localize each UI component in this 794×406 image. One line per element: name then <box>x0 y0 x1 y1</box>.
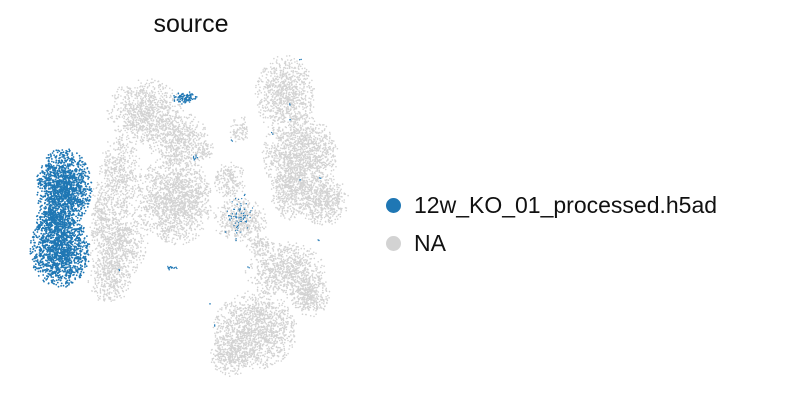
cell-points <box>245 235 274 256</box>
cell-points <box>294 175 349 226</box>
legend-marker-sample <box>386 197 401 213</box>
cell-points <box>213 197 268 242</box>
cell-points <box>254 55 316 135</box>
legend-marker-na <box>386 235 401 251</box>
cell-points <box>289 273 331 318</box>
cell-points <box>87 255 132 302</box>
cell-points <box>173 91 198 105</box>
cell-points <box>195 142 214 160</box>
cell-points <box>149 109 209 170</box>
cell-points <box>244 241 326 299</box>
cell-points <box>210 332 249 377</box>
cell-points <box>317 239 320 242</box>
cell-points <box>247 266 250 269</box>
cell-points <box>229 116 249 143</box>
cell-points <box>91 181 110 239</box>
na-cells <box>87 55 349 377</box>
cell-points <box>35 206 65 234</box>
legend-label-na: NA <box>414 229 446 256</box>
legend-item-sample: 12w_KO_01_processed.h5ad <box>386 186 717 224</box>
cell-points <box>29 211 91 288</box>
legend-label-sample: 12w_KO_01_processed.h5ad <box>414 191 718 218</box>
legend: 12w_KO_01_processed.h5ad NA <box>386 186 717 262</box>
cell-points <box>98 137 143 216</box>
cell-points <box>226 197 254 234</box>
sample-cells <box>29 58 322 327</box>
cell-points <box>213 161 246 199</box>
chart-title: source <box>153 10 229 38</box>
cell-points <box>212 290 298 370</box>
cell-points <box>192 154 199 161</box>
cell-points <box>243 193 246 197</box>
cell-points <box>270 161 311 221</box>
cell-points <box>36 148 93 229</box>
cell-points <box>230 139 234 142</box>
cell-points <box>136 154 212 246</box>
umap-scatter-plot <box>29 55 349 377</box>
cell-points <box>167 265 178 271</box>
cell-points <box>270 131 274 135</box>
cell-points <box>106 78 182 146</box>
legend-item-na: NA <box>386 224 717 262</box>
